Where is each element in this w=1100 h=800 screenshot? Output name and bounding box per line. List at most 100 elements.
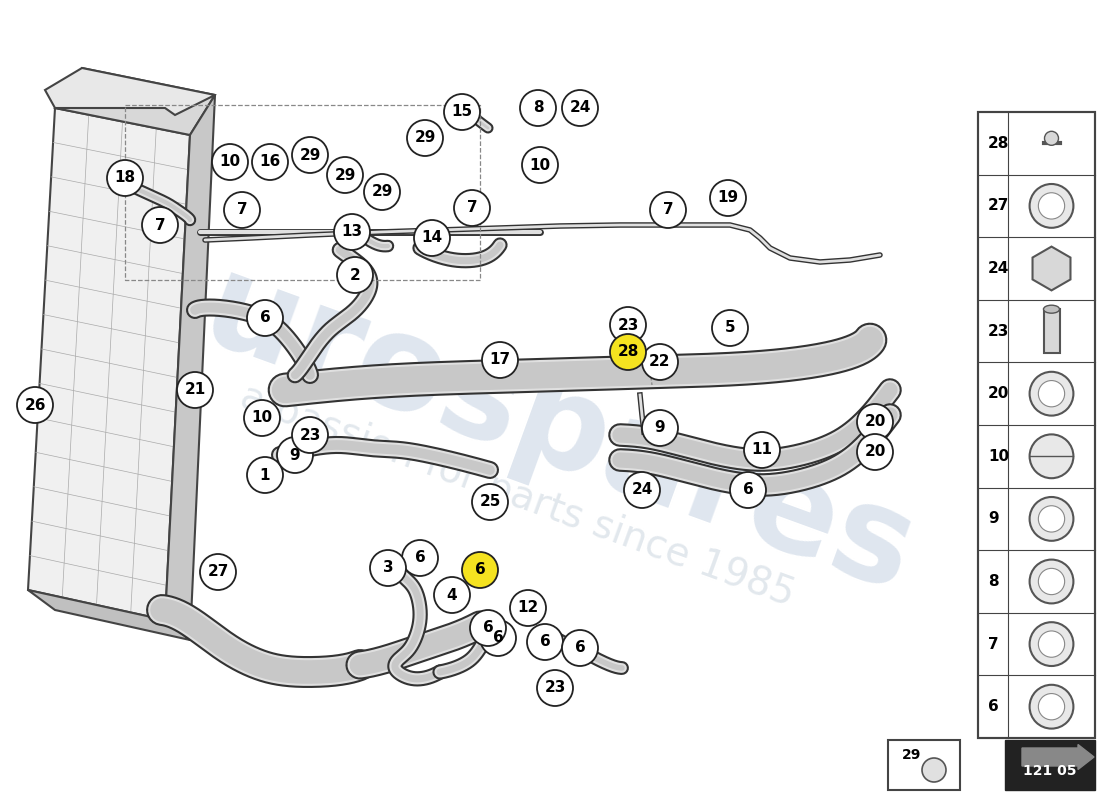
Text: 21: 21 bbox=[185, 382, 206, 398]
Text: 9: 9 bbox=[988, 511, 999, 526]
Polygon shape bbox=[28, 108, 190, 620]
Polygon shape bbox=[165, 95, 214, 640]
Text: 23: 23 bbox=[988, 323, 1010, 338]
Text: 9: 9 bbox=[289, 447, 300, 462]
Circle shape bbox=[1045, 131, 1058, 146]
Circle shape bbox=[562, 90, 598, 126]
Text: 28: 28 bbox=[988, 136, 1010, 150]
Circle shape bbox=[642, 344, 678, 380]
Circle shape bbox=[462, 552, 498, 588]
Circle shape bbox=[1038, 381, 1065, 407]
Circle shape bbox=[624, 472, 660, 508]
Circle shape bbox=[510, 590, 546, 626]
Text: 19: 19 bbox=[717, 190, 738, 206]
Circle shape bbox=[434, 577, 470, 613]
Circle shape bbox=[1038, 193, 1065, 219]
Text: 6: 6 bbox=[540, 634, 550, 650]
Text: 9: 9 bbox=[654, 421, 666, 435]
Circle shape bbox=[407, 120, 443, 156]
Circle shape bbox=[522, 147, 558, 183]
Polygon shape bbox=[28, 590, 190, 640]
Text: 18: 18 bbox=[114, 170, 135, 186]
Text: 6: 6 bbox=[493, 630, 504, 646]
Circle shape bbox=[444, 94, 480, 130]
Text: 6: 6 bbox=[474, 562, 485, 578]
Text: 24: 24 bbox=[570, 101, 591, 115]
Bar bbox=[888, 740, 960, 790]
Text: 24: 24 bbox=[631, 482, 652, 498]
Text: 16: 16 bbox=[260, 154, 280, 170]
Text: eurospares: eurospares bbox=[103, 214, 931, 618]
Text: 12: 12 bbox=[517, 601, 539, 615]
Text: 13: 13 bbox=[341, 225, 363, 239]
Circle shape bbox=[292, 417, 328, 453]
Circle shape bbox=[480, 620, 516, 656]
Text: 10: 10 bbox=[219, 154, 241, 170]
Circle shape bbox=[1038, 694, 1065, 720]
Text: 27: 27 bbox=[207, 565, 229, 579]
Text: 5: 5 bbox=[725, 321, 735, 335]
Text: 20: 20 bbox=[988, 386, 1010, 402]
Circle shape bbox=[1038, 506, 1065, 532]
Circle shape bbox=[470, 610, 506, 646]
Circle shape bbox=[142, 207, 178, 243]
Polygon shape bbox=[1033, 246, 1070, 290]
Circle shape bbox=[248, 457, 283, 493]
Circle shape bbox=[642, 410, 678, 446]
Text: 24: 24 bbox=[988, 261, 1010, 276]
Circle shape bbox=[922, 758, 946, 782]
Circle shape bbox=[292, 137, 328, 173]
Circle shape bbox=[364, 174, 400, 210]
Text: 29: 29 bbox=[334, 167, 355, 182]
Circle shape bbox=[370, 550, 406, 586]
Text: 7: 7 bbox=[466, 201, 477, 215]
FancyArrow shape bbox=[1022, 745, 1094, 770]
Circle shape bbox=[610, 334, 646, 370]
Text: 6: 6 bbox=[260, 310, 271, 326]
Text: 6: 6 bbox=[988, 699, 999, 714]
Text: 7: 7 bbox=[236, 202, 248, 218]
Circle shape bbox=[200, 554, 236, 590]
Circle shape bbox=[1030, 184, 1074, 228]
Text: 2: 2 bbox=[350, 267, 361, 282]
Text: 29: 29 bbox=[415, 130, 436, 146]
Circle shape bbox=[327, 157, 363, 193]
Text: 23: 23 bbox=[544, 681, 565, 695]
Circle shape bbox=[334, 214, 370, 250]
Circle shape bbox=[1038, 631, 1065, 658]
Circle shape bbox=[744, 432, 780, 468]
Circle shape bbox=[337, 257, 373, 293]
Text: 4: 4 bbox=[447, 587, 458, 602]
Circle shape bbox=[1030, 559, 1074, 603]
Circle shape bbox=[1030, 622, 1074, 666]
Text: 6: 6 bbox=[574, 641, 585, 655]
Circle shape bbox=[857, 404, 893, 440]
Text: 29: 29 bbox=[372, 185, 393, 199]
Circle shape bbox=[562, 630, 598, 666]
Circle shape bbox=[454, 190, 490, 226]
Text: 6: 6 bbox=[415, 550, 426, 566]
Circle shape bbox=[107, 160, 143, 196]
Circle shape bbox=[650, 192, 686, 228]
Circle shape bbox=[248, 300, 283, 336]
Circle shape bbox=[1038, 568, 1065, 594]
Text: 3: 3 bbox=[383, 561, 394, 575]
Text: 6: 6 bbox=[483, 621, 494, 635]
Polygon shape bbox=[55, 68, 215, 135]
Text: 10: 10 bbox=[988, 449, 1009, 464]
Bar bbox=[1044, 309, 1059, 353]
Text: 8: 8 bbox=[988, 574, 999, 589]
Circle shape bbox=[482, 342, 518, 378]
Circle shape bbox=[730, 472, 766, 508]
Text: 7: 7 bbox=[662, 202, 673, 218]
Text: 28: 28 bbox=[617, 345, 639, 359]
Circle shape bbox=[537, 670, 573, 706]
Text: 1: 1 bbox=[260, 467, 271, 482]
Circle shape bbox=[472, 484, 508, 520]
Text: 25: 25 bbox=[480, 494, 501, 510]
Text: 20: 20 bbox=[865, 414, 886, 430]
Ellipse shape bbox=[1044, 305, 1059, 313]
Circle shape bbox=[1030, 685, 1074, 729]
Text: 10: 10 bbox=[252, 410, 273, 426]
Circle shape bbox=[1030, 497, 1074, 541]
